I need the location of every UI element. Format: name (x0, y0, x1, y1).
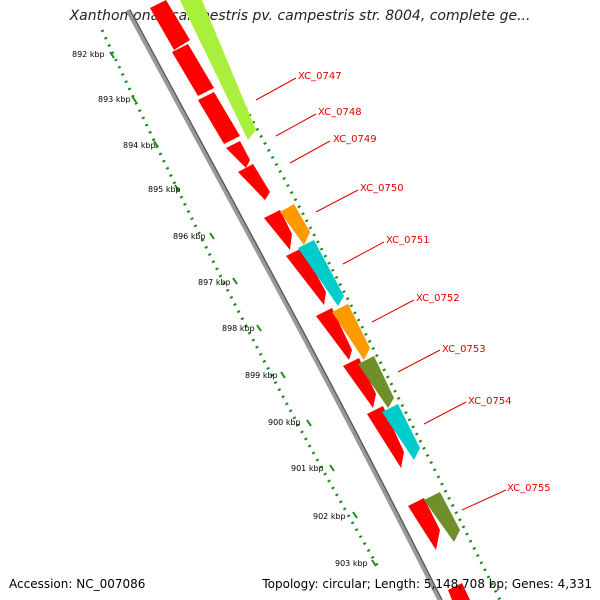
gene-arrow-red[interactable] (286, 248, 326, 305)
gene-label[interactable]: XC_0752 (416, 293, 460, 304)
backbone-line (125, 8, 443, 600)
gene-arrow-red[interactable] (408, 498, 440, 550)
gene-label[interactable]: XC_0747 (298, 71, 342, 82)
gene-label[interactable]: XC_0749 (333, 134, 377, 145)
gene-arrow-red[interactable] (238, 164, 270, 200)
gene-label[interactable]: XC_0751 (386, 235, 430, 246)
gene-arrow-red[interactable] (367, 406, 404, 468)
gene-arrow-orange[interactable] (332, 304, 370, 360)
gene-arrow-cyan[interactable] (298, 240, 344, 306)
gene-label[interactable]: XC_0748 (318, 107, 362, 118)
map-title: Xanthomonas campestris pv. campestris st… (69, 8, 531, 24)
scale-label: 893 kbp (98, 95, 131, 104)
scale-label: 892 kbp (72, 50, 105, 59)
scale-label: 894 kbp (123, 141, 156, 150)
scale-label: 900 kbp (268, 418, 301, 427)
scale-ticks (109, 51, 377, 567)
gene-arrow-cyan[interactable] (382, 404, 420, 460)
gene-arrow-red[interactable] (226, 141, 250, 168)
scale-label: 903 kbp (335, 559, 368, 568)
scale-label: 898 kbp (222, 324, 255, 333)
scale-label: 895 kbp (148, 185, 181, 194)
gene-label[interactable]: XC_0750 (360, 183, 404, 194)
gene-arrow-olive[interactable] (424, 492, 460, 542)
scale-label: 896 kbp (173, 232, 206, 241)
gene-label-leaders (255, 77, 507, 511)
gene-arrow-red[interactable] (172, 44, 214, 96)
gene-arrow-lime[interactable] (180, 0, 256, 140)
gene-arrow-red[interactable] (198, 92, 240, 144)
forward-strand-genes[interactable] (180, 0, 460, 542)
gene-arrow-red[interactable] (264, 210, 292, 250)
scale-label: 897 kbp (198, 278, 231, 287)
scale-label: 901 kbp (291, 464, 324, 473)
reverse-strand-genes[interactable] (150, 0, 470, 600)
gene-arrow-red[interactable] (448, 583, 470, 600)
gene-label[interactable]: XC_0755 (507, 483, 551, 494)
scale-label: 899 kbp (245, 371, 278, 380)
topology-text: Topology: circular; Length: 5,148,708 bp… (262, 577, 592, 591)
gene-arrow-red[interactable] (150, 0, 190, 50)
gene-arrow-red[interactable] (343, 358, 376, 408)
gene-label[interactable]: XC_0753 (442, 344, 486, 355)
gene-arrow-olive[interactable] (358, 356, 394, 408)
gene-arrow-orange[interactable] (280, 204, 310, 245)
accession-text: Accession: NC_007086 (9, 577, 146, 591)
gene-arrow-red[interactable] (316, 308, 352, 360)
scale-label: 902 kbp (313, 512, 346, 521)
gene-label[interactable]: XC_0754 (468, 396, 512, 407)
